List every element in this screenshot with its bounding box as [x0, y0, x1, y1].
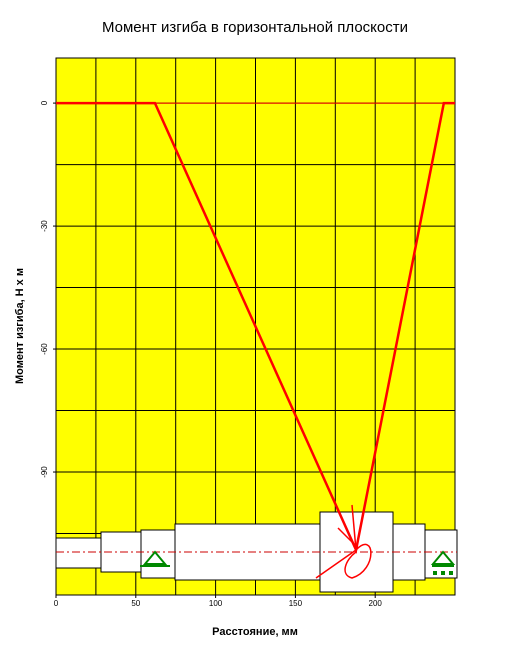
x-axis-label: Расстояние, мм: [212, 626, 298, 638]
x-tick-label: 0: [54, 599, 59, 608]
support: [140, 550, 170, 567]
y-tick-label: -90: [40, 466, 49, 478]
x-tick-label: 200: [369, 599, 383, 608]
x-tick-label: 100: [209, 599, 223, 608]
support: [430, 550, 456, 567]
y-tick-label: -30: [40, 220, 49, 232]
shaft-step: [140, 529, 176, 579]
x-tick-label: 150: [289, 599, 303, 608]
shaft-drawing: [55, 504, 458, 593]
y-tick-label: -60: [40, 343, 49, 355]
x-tick-label: 50: [131, 599, 140, 608]
force-sketch: [315, 504, 372, 579]
y-tick-label: 0: [40, 100, 49, 105]
y-axis-label: Момент изгиба, Н х м: [14, 268, 26, 384]
chart-title: Момент изгиба в горизонтальной плоскости: [102, 19, 408, 36]
shaft-step: [55, 537, 102, 569]
support-rollers: [433, 571, 453, 575]
